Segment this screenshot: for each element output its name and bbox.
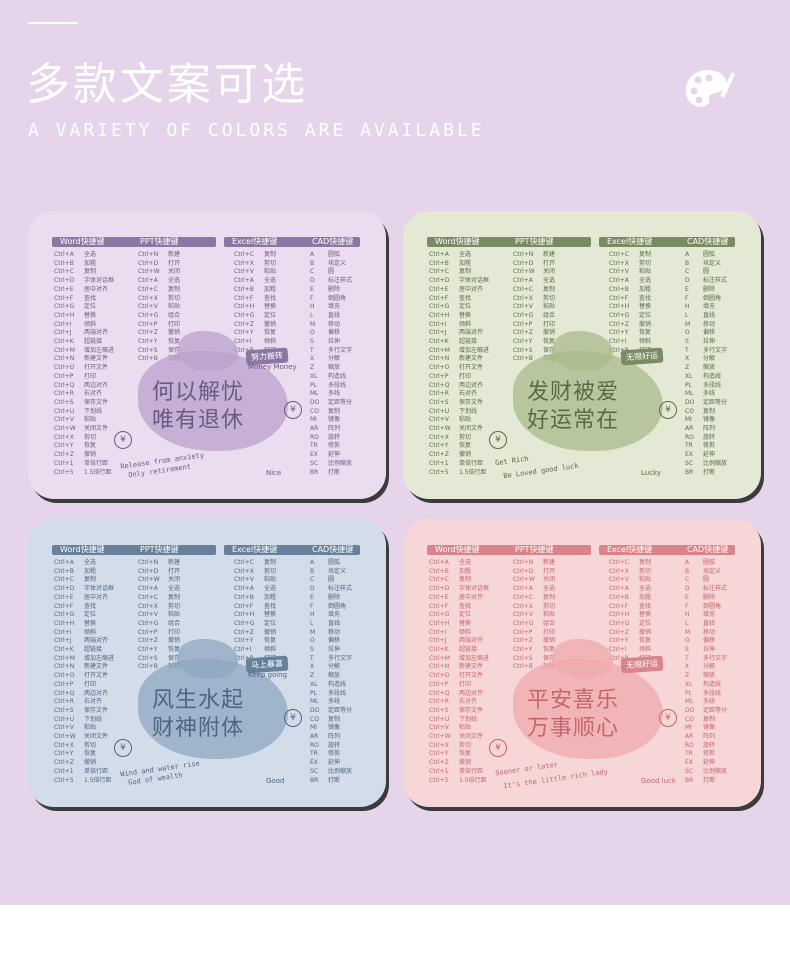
excel-header: Excel快捷键 CAD快捷键	[599, 237, 735, 247]
badge-subtext: Keep going	[248, 671, 288, 679]
ppt-label: PPT快捷键	[140, 237, 179, 246]
word-desc: 全选 加粗 复制 字体对话框 居中对齐 查找 定位 替换 倾斜 两端对齐 超链接…	[459, 559, 490, 784]
ppt-keys: Ctrl+N Ctrl+D Ctrl+W Ctrl+A Ctrl+C Ctrl+…	[513, 251, 535, 363]
excel-desc: 复制 剪切 粘贴 全选 加粗 查找 替换 定位 撤销 恢复 倾斜 打印	[264, 559, 277, 662]
yen-coin-icon: ¥	[114, 739, 132, 757]
excel-desc: 复制 剪切 粘贴 全选 加粗 查找 替换 定位 撤销 恢复 倾斜 打印	[639, 559, 652, 662]
yen-coin-icon: ¥	[489, 739, 507, 757]
cad-label: CAD快捷键	[687, 545, 729, 554]
excel-keys: Ctrl+C Ctrl+X Ctrl+V Ctrl+A Ctrl+B Ctrl+…	[234, 251, 255, 354]
cad-desc: 圆弧 块定义 圆 标注样式 删除 倒圆角 填充 直线 移动 偏移 拉伸 多行文字…	[328, 559, 353, 784]
slogan-line2: 唯有退休	[152, 408, 245, 433]
yen-coin-icon: ¥	[114, 431, 132, 449]
badge: 无限好运	[620, 655, 664, 674]
excel-desc: 复制 剪切 粘贴 全选 加粗 查找 替换 定位 撤销 恢复 倾斜 打印	[264, 251, 277, 354]
excel-header: Excel快捷键 CAD快捷键	[224, 545, 360, 555]
corner-tag: Good luck	[641, 777, 676, 785]
word-desc: 全选 加粗 复制 字体对话框 居中对齐 查找 定位 替换 倾斜 两端对齐 超链接…	[84, 559, 115, 784]
bottom-white-strip	[0, 905, 790, 975]
word-keys: Ctrl+A Ctrl+B Ctrl+C Ctrl+D Ctrl+E Ctrl+…	[54, 559, 76, 784]
palette-icon	[685, 70, 735, 107]
word-label: Word快捷键	[60, 545, 105, 554]
badge-subtext: Money Money	[248, 363, 297, 371]
ppt-label: PPT快捷键	[140, 545, 179, 554]
yen-coin-icon: ¥	[284, 401, 302, 419]
word-header: Word快捷键 PPT快捷键	[52, 545, 216, 555]
corner-tag: Good	[266, 777, 285, 785]
cad-label: CAD快捷键	[687, 237, 729, 246]
word-keys: Ctrl+A Ctrl+B Ctrl+C Ctrl+D Ctrl+E Ctrl+…	[429, 559, 451, 784]
header-divider	[28, 22, 78, 24]
slogan-blob-small	[553, 331, 613, 371]
cad-keys: A B C D E F H L M O S T X Z XL PL ML DO …	[310, 251, 320, 476]
word-header: Word快捷键 PPT快捷键	[427, 545, 591, 555]
slogan: 何以解忧 唯有退休	[152, 379, 244, 435]
excel-label: Excel快捷键	[232, 545, 278, 554]
page-title: 多款文案可选	[26, 59, 308, 110]
excel-label: Excel快捷键	[607, 545, 653, 554]
slogan-line1: 发财被爱	[527, 380, 620, 405]
excel-keys: Ctrl+C Ctrl+X Ctrl+V Ctrl+A Ctrl+B Ctrl+…	[609, 251, 630, 354]
cad-keys: A B C D E F H L M O S T X Z XL PL ML DO …	[685, 559, 695, 784]
word-label: Word快捷键	[60, 237, 105, 246]
english-line1: Get Rich	[494, 454, 530, 468]
badge: 无限好运	[620, 347, 664, 366]
slogan: 平安喜乐 万事顺心	[527, 687, 619, 743]
cad-desc: 圆弧 块定义 圆 标注样式 删除 倒圆角 填充 直线 移动 偏移 拉伸 多行文字…	[703, 251, 728, 476]
mousepad-pink: Word快捷键 PPT快捷键 Excel快捷键 CAD快捷键 Ctrl+A Ct…	[403, 519, 761, 807]
excel-keys: Ctrl+C Ctrl+X Ctrl+V Ctrl+A Ctrl+B Ctrl+…	[609, 559, 630, 662]
slogan-blob-small	[553, 639, 613, 679]
ppt-keys: Ctrl+N Ctrl+D Ctrl+W Ctrl+A Ctrl+C Ctrl+…	[138, 559, 160, 671]
ppt-keys: Ctrl+N Ctrl+D Ctrl+W Ctrl+A Ctrl+C Ctrl+…	[513, 559, 535, 671]
slogan-line1: 平安喜乐	[527, 688, 620, 713]
excel-label: Excel快捷键	[607, 237, 653, 246]
page-subtitle: A VARIETY OF COLORS ARE AVAILABLE	[28, 120, 485, 141]
slogan-line2: 万事顺心	[527, 716, 620, 741]
excel-keys: Ctrl+C Ctrl+X Ctrl+V Ctrl+A Ctrl+B Ctrl+…	[234, 559, 255, 662]
excel-header: Excel快捷键 CAD快捷键	[224, 237, 360, 247]
slogan: 发财被爱 好运常在	[527, 379, 619, 435]
word-label: Word快捷键	[435, 237, 480, 246]
cad-desc: 圆弧 块定义 圆 标注样式 删除 倒圆角 填充 直线 移动 偏移 拉伸 多行文字…	[703, 559, 728, 784]
slogan-line2: 财神附体	[152, 716, 245, 741]
word-keys: Ctrl+A Ctrl+B Ctrl+C Ctrl+D Ctrl+E Ctrl+…	[429, 251, 451, 476]
cad-label: CAD快捷键	[312, 545, 354, 554]
slogan: 风生水起 财神附体	[152, 687, 244, 743]
excel-desc: 复制 剪切 粘贴 全选 加粗 查找 替换 定位 撤销 恢复 倾斜 打印	[639, 251, 652, 354]
cad-keys: A B C D E F H L M O S T X Z XL PL ML DO …	[310, 559, 320, 784]
word-keys: Ctrl+A Ctrl+B Ctrl+C Ctrl+D Ctrl+E Ctrl+…	[54, 251, 76, 476]
slogan-blob-small	[178, 639, 238, 679]
mousepad-green: Word快捷键 PPT快捷键 Excel快捷键 CAD快捷键 Ctrl+A Ct…	[403, 211, 761, 499]
mousepad-blue: Word快捷键 PPT快捷键 Excel快捷键 CAD快捷键 Ctrl+A Ct…	[28, 519, 386, 807]
word-header: Word快捷键 PPT快捷键	[427, 237, 591, 247]
excel-header: Excel快捷键 CAD快捷键	[599, 545, 735, 555]
ppt-keys: Ctrl+N Ctrl+D Ctrl+W Ctrl+A Ctrl+C Ctrl+…	[138, 251, 160, 363]
word-label: Word快捷键	[435, 545, 480, 554]
slogan-line1: 何以解忧	[152, 380, 245, 405]
mousepad-purple: Word快捷键 PPT快捷键 Excel快捷键 CAD快捷键 Ctrl+A Ct…	[28, 211, 386, 499]
cad-desc: 圆弧 块定义 圆 标注样式 删除 倒圆角 填充 直线 移动 偏移 拉伸 多行文字…	[328, 251, 353, 476]
word-desc: 全选 加粗 复制 字体对话框 居中对齐 查找 定位 替换 倾斜 两端对齐 超链接…	[459, 251, 490, 476]
cad-keys: A B C D E F H L M O S T X Z XL PL ML DO …	[685, 251, 695, 476]
slogan-line1: 风生水起	[152, 688, 245, 713]
word-desc: 全选 加粗 复制 字体对话框 居中对齐 查找 定位 替换 倾斜 两端对齐 超链接…	[84, 251, 115, 476]
yen-coin-icon: ¥	[659, 401, 677, 419]
excel-label: Excel快捷键	[232, 237, 278, 246]
yen-coin-icon: ¥	[489, 431, 507, 449]
slogan-blob-small	[178, 331, 238, 371]
corner-tag: Lucky	[641, 469, 662, 477]
word-header: Word快捷键 PPT快捷键	[52, 237, 216, 247]
slogan-line2: 好运常在	[527, 408, 620, 433]
corner-tag: Nice	[266, 469, 282, 477]
cad-label: CAD快捷键	[312, 237, 354, 246]
ppt-label: PPT快捷键	[515, 545, 554, 554]
ppt-label: PPT快捷键	[515, 237, 554, 246]
yen-coin-icon: ¥	[284, 709, 302, 727]
yen-coin-icon: ¥	[659, 709, 677, 727]
